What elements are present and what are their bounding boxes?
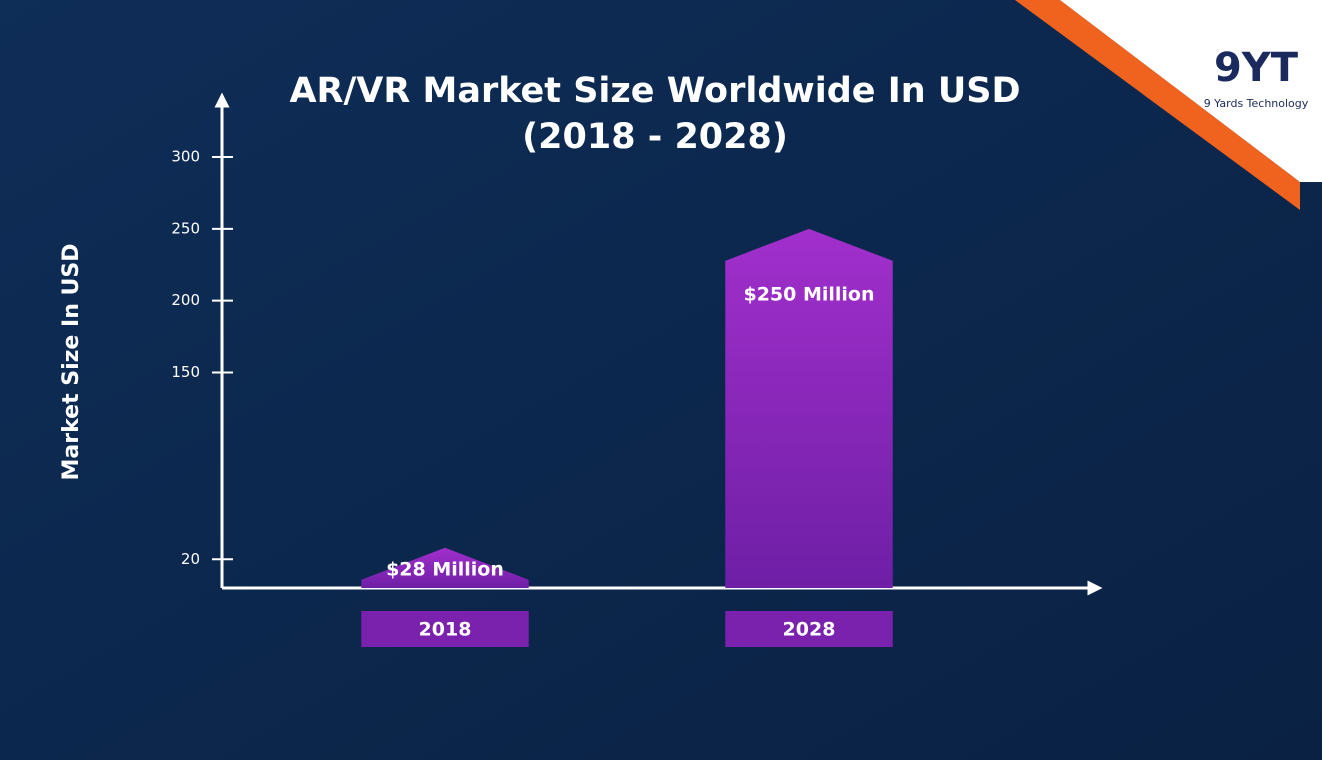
chart-title: AR/VR Market Size Worldwide In USD (2018… [289, 71, 1021, 157]
logo-letters: 9YT [1214, 45, 1299, 91]
y-axis-label: Market Size In USD [59, 244, 84, 481]
y-tick-label: 300 [171, 148, 200, 166]
category-box [361, 611, 529, 647]
y-tick-label: 20 [181, 550, 200, 568]
bar [361, 547, 529, 588]
value-label: $28 Million [386, 559, 504, 581]
logo-band [1015, 0, 1300, 210]
y-tick-label: 250 [171, 219, 200, 237]
logo-name: 9 Yards Technology [1204, 97, 1309, 110]
bar [725, 228, 893, 589]
x-tick-label: 2028 [783, 619, 836, 641]
y-tick-label: 200 [171, 291, 200, 309]
y-tick-label: 150 [171, 363, 200, 381]
category-box [725, 611, 893, 647]
x-tick-label: 2018 [419, 619, 472, 641]
value-label: $250 Million [743, 283, 874, 305]
logo-corner [1060, 0, 1322, 182]
